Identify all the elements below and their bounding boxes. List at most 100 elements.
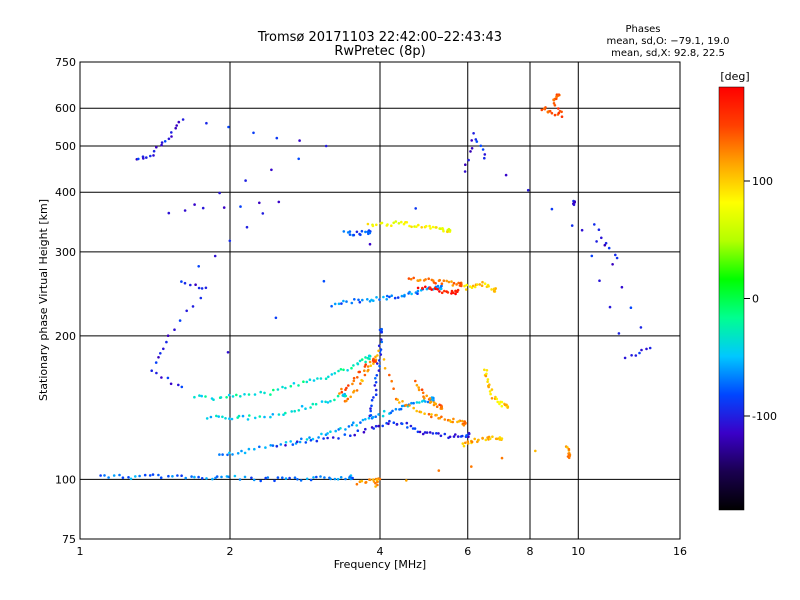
data-point bbox=[288, 476, 291, 480]
x-axis-label: Frequency [MHz] bbox=[334, 558, 426, 571]
data-point bbox=[374, 381, 378, 384]
data-point bbox=[391, 409, 394, 413]
data-point bbox=[464, 441, 467, 445]
data-point bbox=[366, 365, 370, 368]
data-point bbox=[604, 241, 608, 245]
data-point bbox=[425, 394, 429, 398]
data-point bbox=[363, 369, 366, 373]
data-point bbox=[498, 436, 502, 439]
data-point bbox=[289, 384, 293, 388]
data-point bbox=[550, 111, 554, 115]
data-point bbox=[388, 295, 391, 299]
data-point bbox=[152, 149, 156, 153]
data-point bbox=[228, 451, 231, 455]
data-point bbox=[176, 474, 179, 477]
data-point bbox=[473, 437, 477, 441]
data-point bbox=[484, 438, 488, 442]
y-tick-label: 200 bbox=[55, 330, 76, 343]
data-point bbox=[474, 138, 478, 141]
data-point bbox=[218, 453, 221, 456]
data-point bbox=[240, 449, 243, 453]
data-point bbox=[352, 364, 355, 367]
data-point bbox=[137, 157, 140, 161]
data-point bbox=[360, 378, 363, 382]
data-point bbox=[498, 438, 502, 441]
data-point bbox=[361, 298, 364, 302]
data-point bbox=[407, 277, 411, 280]
data-point bbox=[400, 422, 404, 426]
data-point bbox=[424, 400, 427, 403]
data-point bbox=[590, 254, 594, 258]
data-point bbox=[356, 376, 359, 379]
chart-subtitle: RwPretec (8p) bbox=[334, 44, 425, 59]
data-point bbox=[447, 280, 451, 284]
data-point bbox=[344, 428, 347, 431]
data-point bbox=[371, 415, 375, 419]
data-point bbox=[228, 239, 232, 243]
data-point bbox=[227, 475, 230, 479]
data-point bbox=[638, 351, 641, 355]
data-point bbox=[454, 292, 457, 296]
data-point bbox=[386, 223, 389, 226]
data-point bbox=[595, 240, 598, 243]
data-point bbox=[421, 287, 424, 290]
data-point bbox=[320, 432, 323, 436]
data-point bbox=[399, 407, 403, 411]
data-point bbox=[387, 422, 390, 426]
data-point bbox=[451, 284, 455, 287]
data-point bbox=[276, 476, 280, 479]
data-point bbox=[355, 482, 359, 486]
data-point bbox=[424, 278, 427, 281]
data-point bbox=[340, 387, 343, 391]
data-point bbox=[284, 441, 288, 444]
data-point bbox=[298, 440, 302, 444]
data-point bbox=[205, 121, 208, 125]
data-point bbox=[372, 357, 375, 361]
data-point bbox=[597, 228, 601, 231]
data-point bbox=[227, 125, 230, 129]
data-point bbox=[323, 476, 326, 479]
data-point bbox=[452, 435, 456, 438]
data-point bbox=[189, 283, 192, 287]
data-point bbox=[243, 475, 247, 479]
data-point bbox=[369, 407, 372, 410]
data-point bbox=[398, 401, 401, 404]
data-point bbox=[309, 439, 313, 442]
data-point bbox=[134, 475, 137, 478]
data-point bbox=[629, 306, 633, 310]
data-point bbox=[440, 405, 444, 409]
data-point bbox=[526, 188, 530, 192]
data-point bbox=[429, 400, 433, 404]
y-tick-label: 300 bbox=[55, 246, 76, 259]
data-point bbox=[380, 340, 384, 344]
data-point bbox=[461, 434, 464, 438]
data-point bbox=[340, 302, 343, 305]
data-point bbox=[498, 402, 501, 406]
data-point bbox=[238, 478, 242, 481]
data-point bbox=[226, 351, 230, 354]
data-point bbox=[560, 115, 564, 118]
data-point bbox=[342, 299, 345, 303]
data-point bbox=[395, 422, 399, 426]
data-point bbox=[370, 404, 373, 408]
data-point bbox=[568, 453, 571, 457]
data-point bbox=[300, 404, 304, 408]
data-point bbox=[215, 414, 218, 418]
data-point bbox=[272, 388, 275, 392]
data-point bbox=[542, 107, 546, 110]
data-point bbox=[248, 414, 251, 417]
data-point bbox=[218, 191, 221, 195]
data-point bbox=[329, 399, 332, 403]
data-point bbox=[205, 417, 209, 420]
data-point bbox=[270, 168, 273, 172]
data-point bbox=[326, 432, 329, 435]
data-point bbox=[483, 282, 487, 286]
data-point bbox=[463, 284, 466, 288]
data-point bbox=[200, 394, 203, 398]
data-point bbox=[364, 356, 367, 359]
data-point bbox=[304, 407, 307, 411]
data-point bbox=[376, 480, 379, 484]
data-point bbox=[315, 475, 318, 479]
data-point bbox=[245, 225, 249, 229]
data-point bbox=[608, 305, 612, 309]
